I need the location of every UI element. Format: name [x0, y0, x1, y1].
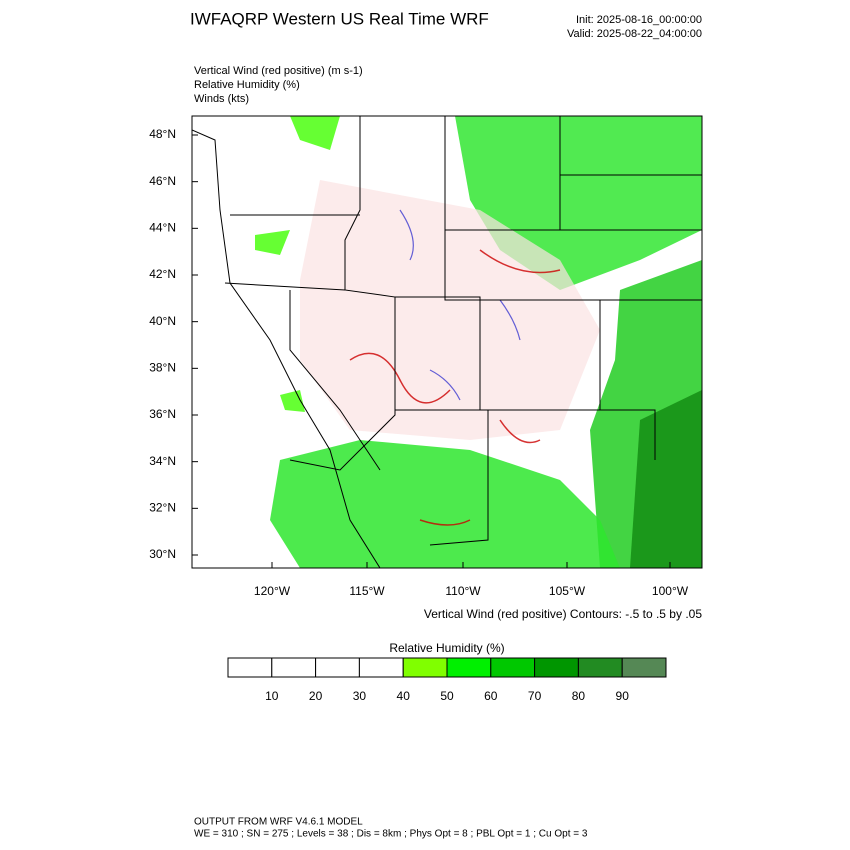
colorbar-label: 90 [616, 689, 630, 703]
colorbar-label: 70 [528, 689, 542, 703]
valid-time: Valid: 2025-08-22_04:00:00 [567, 28, 702, 40]
colorbar-box [358, 657, 404, 678]
title: IWFAQRP Western US Real Time WRF [190, 9, 489, 28]
field-label: Winds (kts) [194, 93, 249, 105]
lat-label: 44°N [149, 221, 176, 235]
lat-label: 48°N [149, 127, 176, 141]
footer-line: OUTPUT FROM WRF V4.6.1 MODEL [194, 817, 363, 828]
map [191, 115, 703, 569]
lat-label: 42°N [149, 267, 176, 281]
colorbar-label: 50 [440, 689, 454, 703]
colorbar-label: 40 [397, 689, 411, 703]
colorbar-box [534, 657, 579, 678]
lat-label: 30°N [149, 547, 176, 561]
init-time: Init: 2025-08-16_00:00:00 [576, 14, 702, 26]
colorbar-box [402, 657, 448, 678]
colorbar-box [227, 657, 273, 678]
colorbar-box [271, 657, 317, 678]
contour-note: Vertical Wind (red positive) Contours: -… [424, 607, 702, 621]
lon-label: 115°W [349, 584, 385, 598]
field-label: Relative Humidity (%) [194, 79, 300, 91]
colorbar: 10 20 30 40 50 60 70 80 90 [227, 657, 667, 703]
lat-label: 32°N [149, 501, 176, 515]
lon-label: 110°W [445, 584, 481, 598]
colorbar-box [446, 657, 492, 678]
colorbar-box [315, 657, 360, 678]
lon-label: 105°W [549, 584, 586, 598]
colorbar-box [621, 657, 667, 678]
lon-label: 120°W [254, 584, 291, 598]
footer-line: WE = 310 ; SN = 275 ; Levels = 38 ; Dis … [194, 829, 588, 840]
lat-label: 40°N [149, 314, 176, 328]
lat-label: 34°N [149, 454, 176, 468]
field-label: Vertical Wind (red positive) (m s-1) [194, 65, 363, 77]
colorbar-box [577, 657, 623, 678]
colorbar-box [490, 657, 536, 678]
colorbar-label: 10 [265, 689, 279, 703]
colorbar-label: 80 [572, 689, 586, 703]
colorbar-label: 60 [484, 689, 498, 703]
lat-label: 36°N [149, 407, 176, 421]
colorbar-label: 20 [309, 689, 323, 703]
map-labels: 48°N 46°N 44°N 42°N 40°N 38°N 36°N 34°N 32°N 30°N… [149, 127, 689, 598]
colorbar-title: Relative Humidity (%) [389, 641, 504, 655]
lat-label: 38°N [149, 361, 176, 375]
lon-label: 100°W [652, 584, 689, 598]
lat-label: 46°N [149, 174, 176, 188]
colorbar-label: 30 [353, 689, 367, 703]
